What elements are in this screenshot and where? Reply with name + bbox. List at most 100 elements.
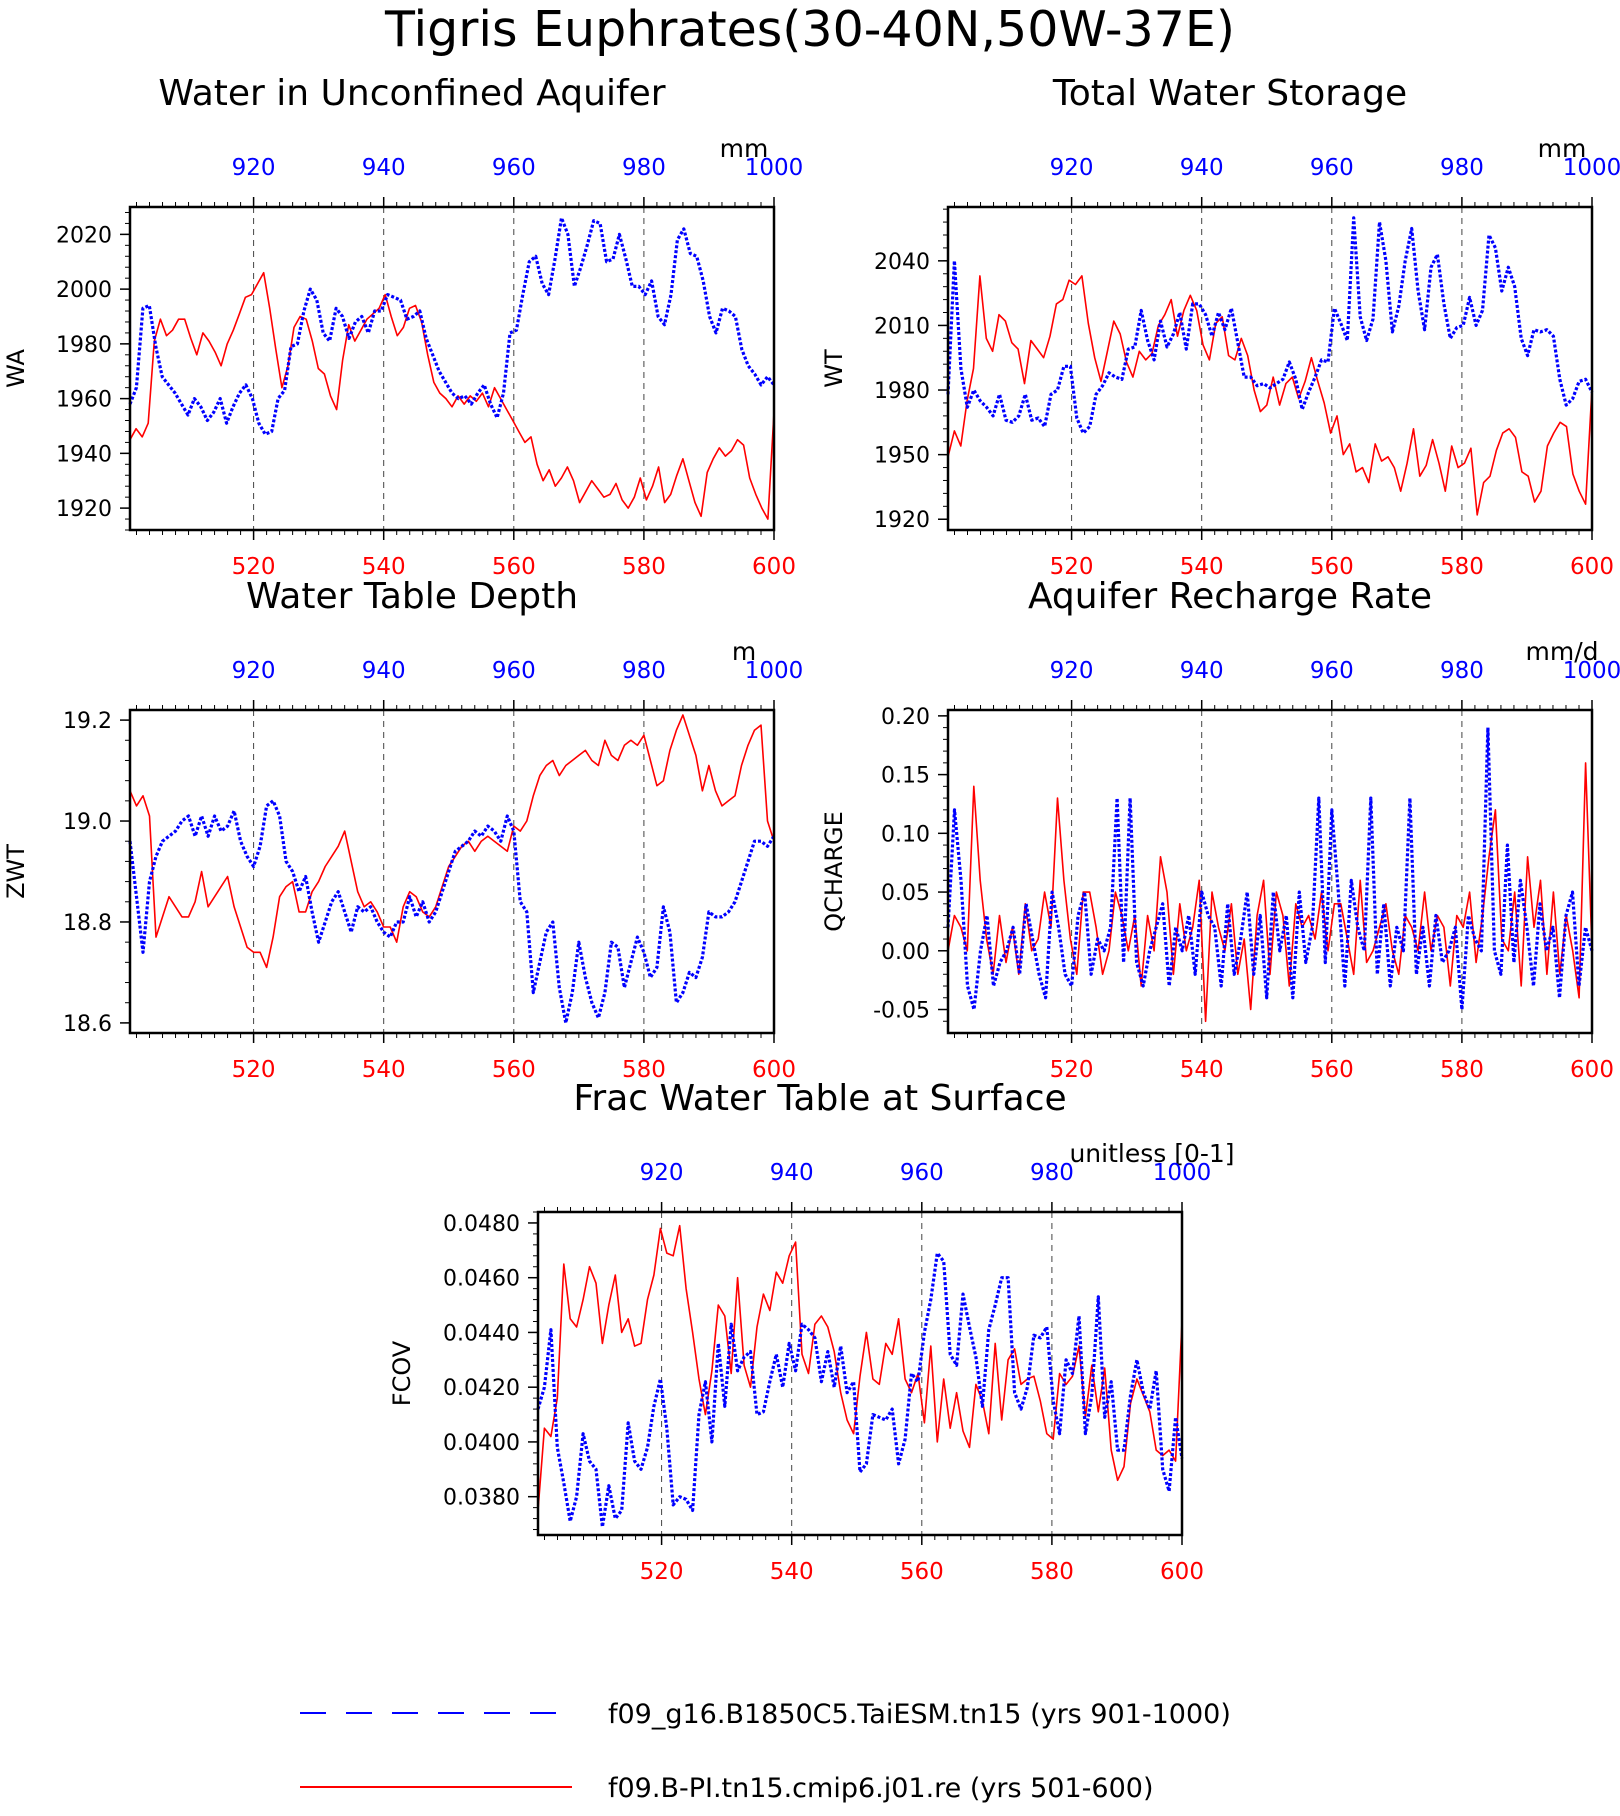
plot-frame [946, 205, 1594, 532]
y-tick-label: -0.05 [873, 999, 930, 1024]
x-tick-label-top: 960 [1310, 658, 1354, 684]
y-tick-label: 0.0400 [443, 1431, 520, 1456]
x-tick-label-top: 1000 [1563, 155, 1620, 181]
x-tick-label-top: 960 [492, 155, 536, 181]
y-tick-label: 0.20 [881, 705, 930, 730]
x-tick-label-bottom: 560 [900, 1559, 944, 1585]
units-label: unitless [0-1] [1069, 1139, 1234, 1168]
panels: Water in Unconfined Aquifer mm WA 1920 1940 1… [2, 73, 1620, 1585]
x-tick-label-bottom: 580 [622, 554, 666, 580]
chart-panel-2: Total Water Storage mm WT 1920 1950 1980 2010 2… [820, 73, 1620, 580]
panel-title: Water Table Depth [246, 576, 578, 617]
x-tick-label-bottom: 540 [362, 554, 406, 580]
x-tick-label-bottom: 520 [1050, 554, 1094, 580]
x-tick-label-bottom: 560 [492, 1057, 536, 1083]
y-tick-label: 2020 [56, 223, 112, 248]
y-tick-label: 2040 [874, 250, 930, 275]
series-line-blue [128, 216, 776, 436]
x-tick-label-bottom: 600 [1570, 554, 1614, 580]
y-tick-label: 0.10 [881, 822, 930, 847]
chart-panel-3: Water Table Depth m ZWT 18.6 18.8 19.0 19.2 520… [2, 576, 803, 1083]
x-tick-label-bottom: 580 [622, 1057, 666, 1083]
y-tick-label: 0.0420 [443, 1376, 520, 1401]
y-tick-label: 1980 [56, 333, 112, 358]
x-tick-label-top: 1000 [745, 658, 804, 684]
x-tick-label-top: 920 [1050, 155, 1094, 181]
y-tick-label: 1920 [56, 497, 112, 522]
y-tick-label: 1950 [874, 444, 930, 469]
x-tick-label-bottom: 580 [1030, 1559, 1074, 1585]
panel-title: Aquifer Recharge Rate [1028, 576, 1432, 617]
y-axis-label: FCOV [388, 1340, 416, 1406]
x-tick-label-top: 980 [1440, 658, 1484, 684]
x-tick-label-top: 920 [1050, 658, 1094, 684]
chart-panel-4: Aquifer Recharge Rate mm/d QCHARGE -0.05 0.0… [820, 576, 1620, 1083]
x-tick-label-bottom: 520 [232, 1057, 276, 1083]
units-label: mm [1538, 134, 1587, 163]
series-line-red [537, 1224, 1183, 1511]
y-tick-label: 19.2 [63, 709, 112, 734]
x-tick-label-bottom: 540 [1180, 1057, 1224, 1083]
x-tick-label-top: 920 [232, 155, 276, 181]
x-tick-label-bottom: 520 [640, 1559, 684, 1585]
series-line-blue [946, 725, 1594, 1012]
x-tick-label-top: 1000 [745, 155, 804, 181]
legend: f09_g16.B1850C5.TaiESM.tn15 (yrs 901-100… [300, 1699, 1231, 1804]
x-tick-label-top: 980 [622, 155, 666, 181]
x-tick-label-top: 980 [1030, 1160, 1074, 1186]
y-tick-label: 0.0380 [443, 1486, 520, 1511]
x-tick-label-bottom: 600 [752, 1057, 796, 1083]
x-tick-label-bottom: 540 [770, 1559, 814, 1585]
legend-label-red: f09.B-PI.tn15.cmip6.j01.re (yrs 501-600) [608, 1773, 1153, 1804]
series-line-blue [946, 216, 1594, 435]
panel-title: Frac Water Table at Surface [573, 1078, 1066, 1119]
plot-frame [946, 708, 1594, 1035]
x-tick-label-top: 940 [1180, 658, 1224, 684]
x-tick-label-top: 960 [492, 658, 536, 684]
y-tick-label: 1960 [56, 388, 112, 413]
series-line-red [129, 714, 775, 969]
y-tick-label: 0.0460 [443, 1267, 520, 1292]
y-tick-label: 19.0 [63, 810, 112, 835]
x-tick-label-top: 940 [362, 658, 406, 684]
x-tick-label-bottom: 600 [1570, 1057, 1614, 1083]
y-axis-label: ZWT [2, 844, 30, 899]
x-tick-label-top: 960 [1310, 155, 1354, 181]
y-tick-label: 1980 [874, 379, 930, 404]
units-label: mm/d [1526, 637, 1599, 666]
plot-frame [128, 708, 776, 1035]
y-tick-label: 18.8 [63, 911, 112, 936]
series-line-blue [536, 1251, 1184, 1529]
y-axis-label: WT [820, 349, 848, 388]
x-tick-label-top: 980 [1440, 155, 1484, 181]
x-tick-label-top: 980 [622, 658, 666, 684]
y-tick-label: 0.15 [881, 764, 930, 789]
x-tick-label-bottom: 520 [232, 554, 276, 580]
y-tick-label: 18.6 [63, 1012, 112, 1037]
y-tick-label: 2010 [874, 314, 930, 339]
panel-title: Total Water Storage [1052, 73, 1407, 114]
x-tick-label-bottom: 560 [1310, 1057, 1354, 1083]
x-tick-label-top: 1000 [1563, 658, 1620, 684]
units-label: m [732, 637, 756, 666]
plot-frame [128, 205, 776, 532]
x-tick-label-top: 940 [1180, 155, 1224, 181]
y-tick-label: 0.0440 [443, 1321, 520, 1346]
y-tick-label: 0.0480 [443, 1212, 520, 1237]
x-tick-label-bottom: 540 [362, 1057, 406, 1083]
x-tick-label-bottom: 600 [752, 554, 796, 580]
series-line-red [129, 271, 775, 520]
x-tick-label-bottom: 580 [1440, 1057, 1484, 1083]
x-tick-label-bottom: 600 [1160, 1559, 1204, 1585]
series-line-blue [128, 799, 776, 1025]
panel-title: Water in Unconfined Aquifer [158, 73, 665, 114]
x-tick-label-top: 940 [770, 1160, 814, 1186]
x-tick-label-bottom: 560 [1310, 554, 1354, 580]
y-tick-label: 2000 [56, 278, 112, 303]
x-tick-label-bottom: 560 [492, 554, 536, 580]
x-tick-label-top: 940 [362, 155, 406, 181]
x-tick-label-top: 920 [232, 658, 276, 684]
units-label: mm [720, 134, 769, 163]
plot-frame [536, 1210, 1184, 1537]
